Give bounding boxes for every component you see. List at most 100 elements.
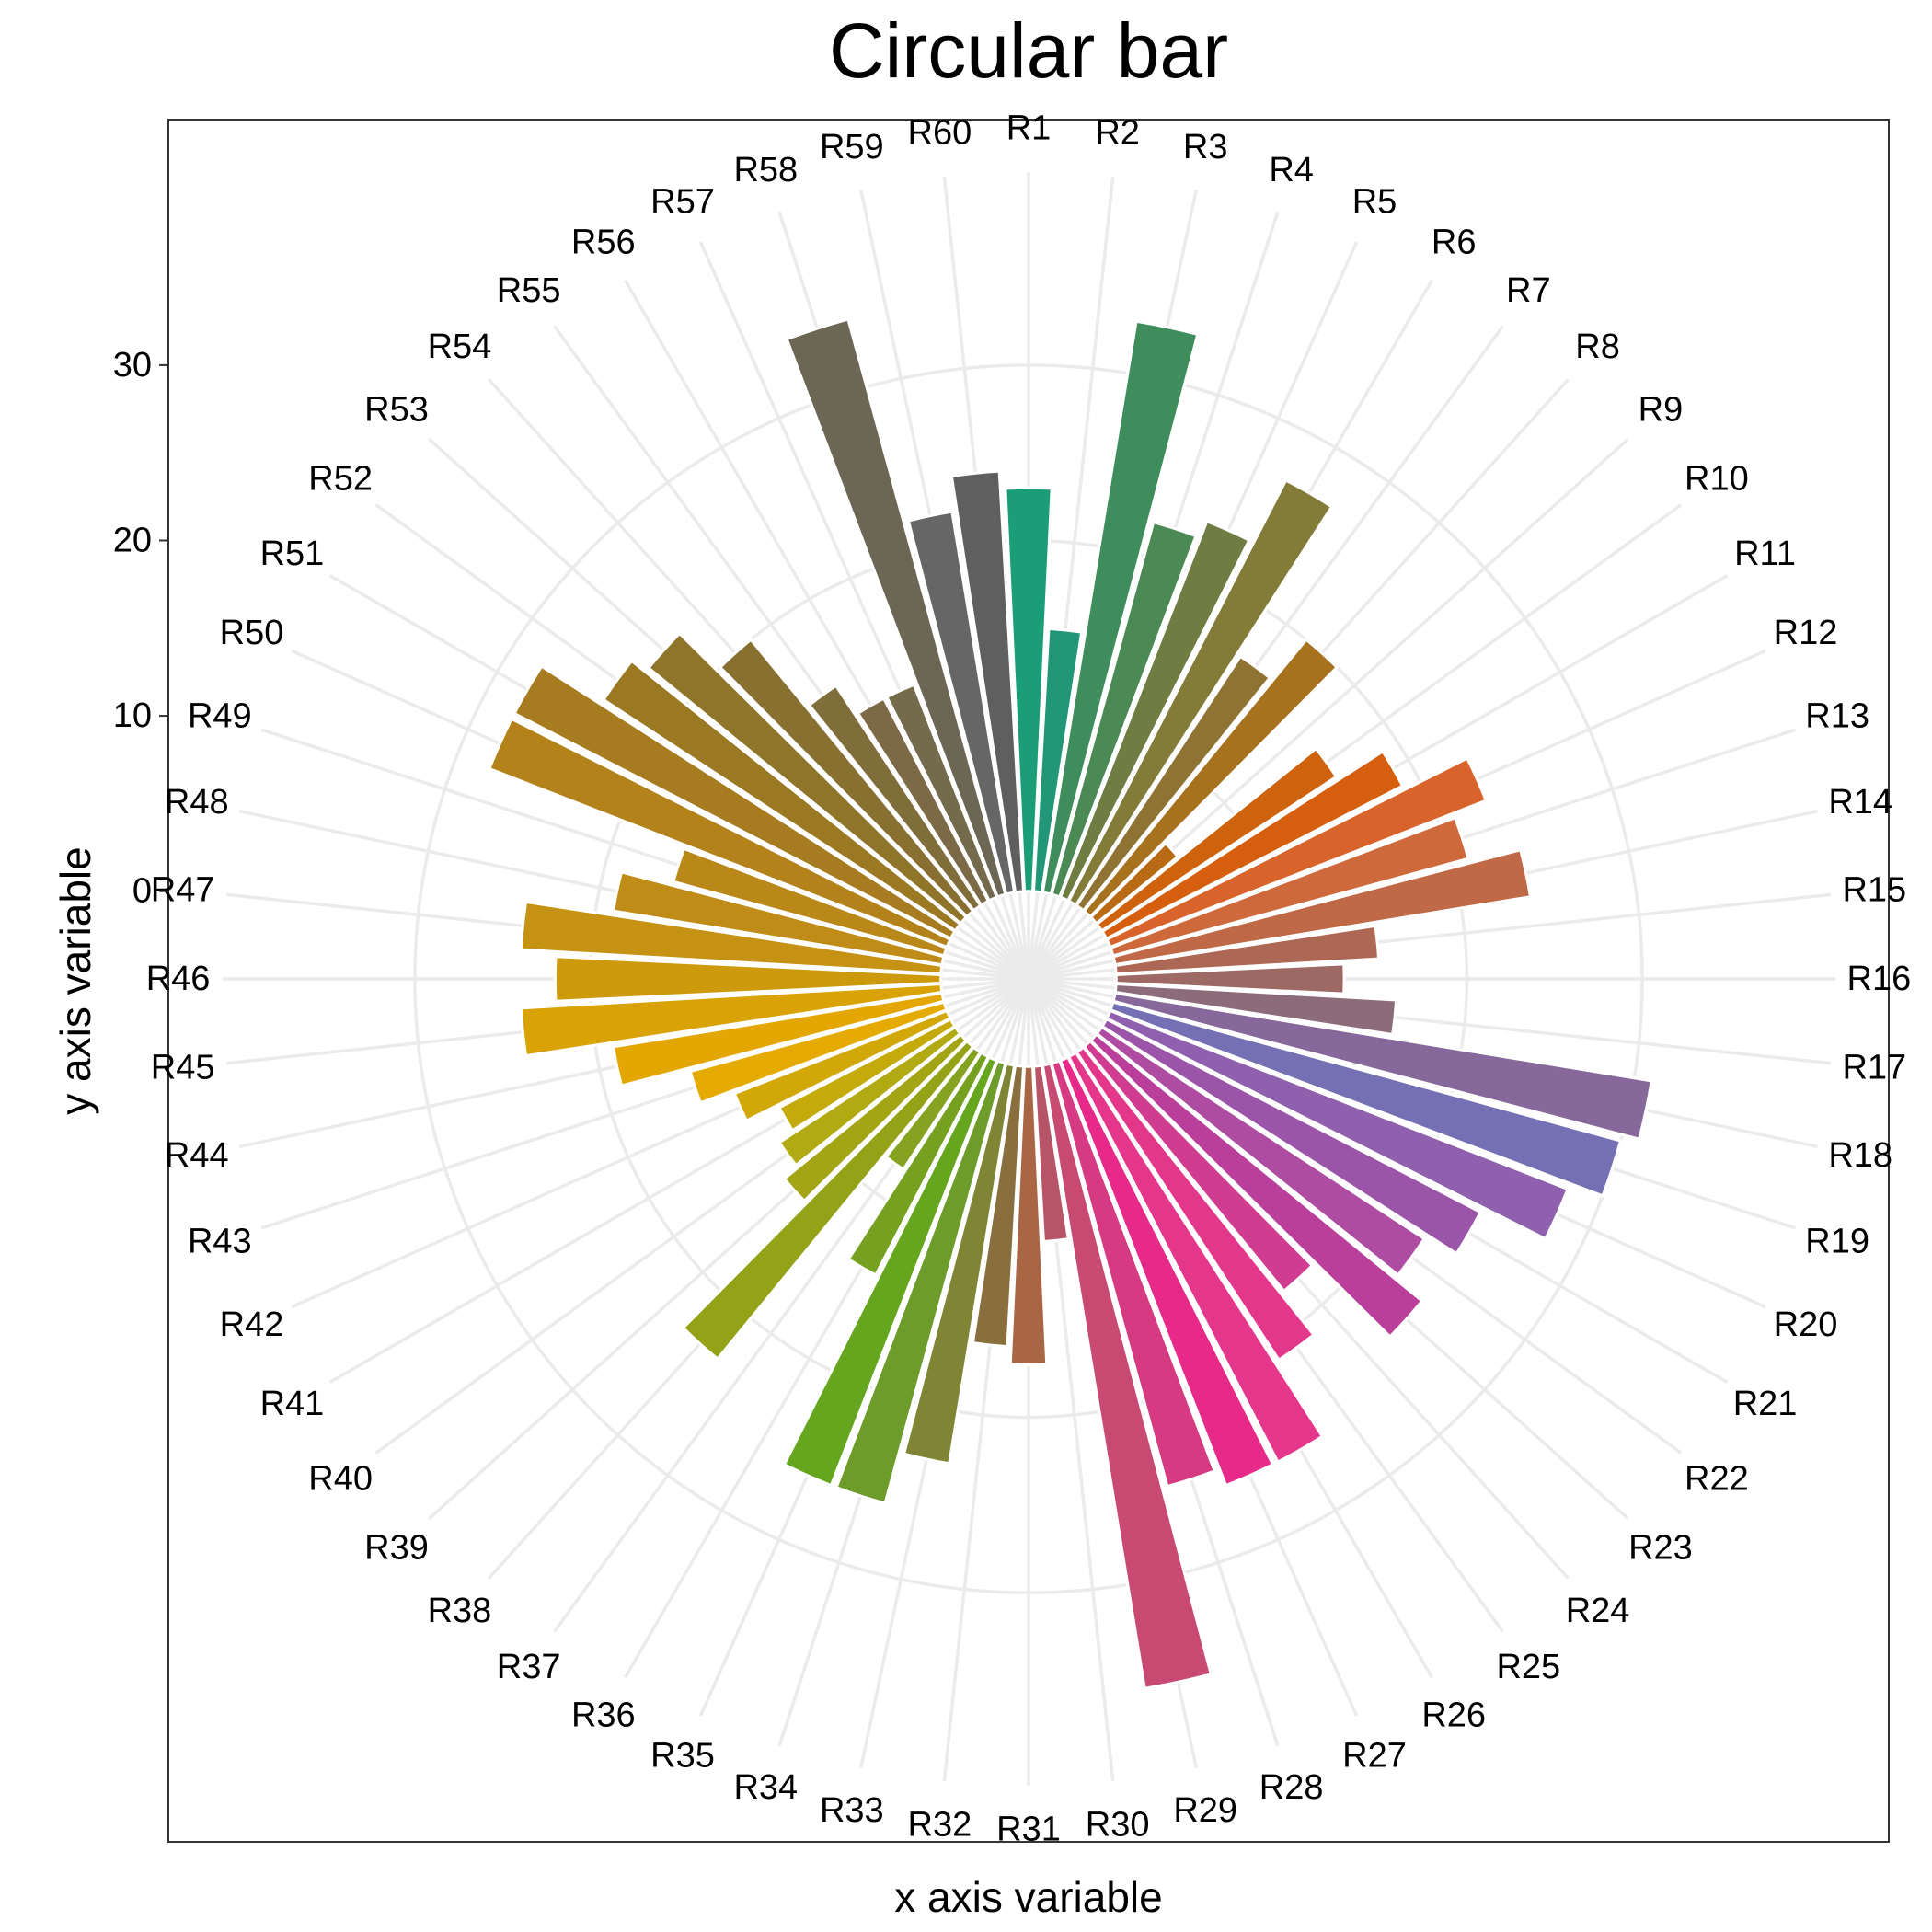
- bar-R13: [1109, 815, 1470, 958]
- plot-panel: [167, 119, 1890, 1843]
- category-label: R22: [1685, 1459, 1749, 1498]
- bar-R58: [785, 317, 1007, 899]
- bar-R36: [846, 1051, 991, 1277]
- category-label: R38: [428, 1592, 492, 1630]
- category-label: R6: [1432, 223, 1477, 261]
- bar-R17: [1113, 982, 1398, 1037]
- bar-R60: [949, 469, 1026, 894]
- bar-R16: [1114, 962, 1346, 995]
- bar-R37: [883, 1045, 983, 1172]
- category-label: R50: [220, 614, 284, 652]
- bar-R27: [1058, 1055, 1275, 1488]
- category-label: R47: [151, 870, 215, 909]
- bar-R22: [1095, 1025, 1427, 1277]
- category-label: R37: [497, 1648, 561, 1686]
- category-label: R26: [1421, 1696, 1486, 1735]
- category-label: R14: [1828, 783, 1892, 822]
- category-label: R31: [996, 1810, 1061, 1848]
- category-label: R4: [1269, 151, 1314, 190]
- category-label: R25: [1496, 1648, 1560, 1686]
- bar-R45: [519, 982, 944, 1058]
- bar-R43: [688, 1000, 949, 1105]
- polar-grid: [222, 172, 1835, 1786]
- y-tick-label: 10: [113, 696, 152, 735]
- category-label: R57: [650, 183, 715, 222]
- category-label: R11: [1734, 535, 1796, 573]
- bar-R29: [1041, 1062, 1213, 1690]
- bar-R3: [1041, 319, 1200, 896]
- category-label: R49: [188, 696, 252, 735]
- category-label: R41: [260, 1385, 325, 1423]
- category-label: R12: [1774, 614, 1838, 652]
- bar-R39: [782, 1032, 969, 1203]
- bar-R41: [776, 1017, 957, 1133]
- category-label: R35: [650, 1736, 715, 1775]
- bar-R15: [1113, 924, 1381, 976]
- bar-R6: [1066, 477, 1334, 907]
- bar-R53: [646, 631, 969, 926]
- bar-R38: [681, 1039, 975, 1362]
- category-label: R29: [1173, 1791, 1237, 1830]
- category-label: R56: [571, 223, 636, 261]
- category-label: R27: [1342, 1736, 1407, 1775]
- bar-R50: [488, 717, 952, 949]
- category-label: R7: [1506, 271, 1551, 310]
- category-label: R40: [308, 1459, 373, 1498]
- category-label: R30: [1086, 1805, 1150, 1844]
- bar-R24: [1082, 1039, 1315, 1294]
- category-label: R28: [1259, 1768, 1324, 1807]
- category-label: R20: [1774, 1305, 1838, 1344]
- category-label: R13: [1805, 696, 1869, 735]
- bar-R59: [906, 510, 1017, 896]
- category-label: R54: [428, 328, 492, 366]
- bar-R1: [1004, 486, 1053, 893]
- bar-R52: [601, 659, 962, 933]
- category-label: R3: [1183, 128, 1228, 167]
- bar-R33: [902, 1062, 1017, 1466]
- bar-R8: [1082, 638, 1340, 919]
- category-label: R8: [1575, 328, 1620, 366]
- category-label: R55: [497, 271, 561, 310]
- bar-R9: [1088, 841, 1180, 926]
- category-label: R18: [1828, 1136, 1892, 1175]
- category-label: R17: [1842, 1049, 1906, 1087]
- bar-R26: [1066, 1051, 1325, 1465]
- bar-R55: [807, 684, 983, 913]
- category-label: R2: [1095, 114, 1140, 153]
- y-tick-label: 0: [132, 872, 152, 911]
- bar-R18: [1111, 991, 1653, 1141]
- bar-R44: [611, 991, 946, 1087]
- category-label: R19: [1805, 1223, 1869, 1261]
- category-label: R52: [308, 460, 373, 499]
- category-label: R51: [260, 535, 325, 573]
- bar-R42: [732, 1008, 952, 1123]
- bar-R12: [1105, 756, 1489, 949]
- y-axis-ticks: 0 10 20 30: [113, 346, 168, 911]
- bar-R34: [834, 1059, 1007, 1505]
- bar-R19: [1109, 1000, 1623, 1198]
- category-label: R36: [571, 1696, 636, 1735]
- category-label: R34: [733, 1768, 798, 1807]
- bar-R46: [553, 955, 943, 1003]
- bar-R48: [611, 870, 946, 967]
- bar-R7: [1075, 654, 1272, 913]
- category-label: R15: [1842, 870, 1906, 909]
- category-label: R1: [1006, 109, 1052, 148]
- y-tick-label: 20: [113, 522, 152, 560]
- x-axis-title: x axis variable: [894, 1873, 1162, 1921]
- bar-R11: [1100, 749, 1405, 941]
- y-axis-title: y axis variable: [52, 846, 99, 1114]
- bar-R31: [1008, 1064, 1049, 1366]
- bar-R2: [1031, 627, 1084, 894]
- category-label: R33: [820, 1791, 884, 1830]
- category-label: R48: [165, 783, 229, 822]
- category-label: R24: [1566, 1592, 1630, 1630]
- category-label: R10: [1685, 460, 1749, 499]
- category-label: R59: [820, 128, 884, 167]
- category-label: R16: [1847, 960, 1912, 998]
- bar-R47: [519, 900, 944, 976]
- bar-R4: [1050, 520, 1198, 899]
- y-tick-label: 30: [113, 346, 152, 385]
